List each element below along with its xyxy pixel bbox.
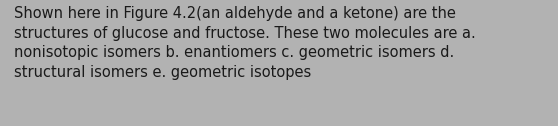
Text: Shown here in Figure 4.2(an aldehyde and a ketone) are the
structures of glucose: Shown here in Figure 4.2(an aldehyde and…: [14, 6, 476, 80]
